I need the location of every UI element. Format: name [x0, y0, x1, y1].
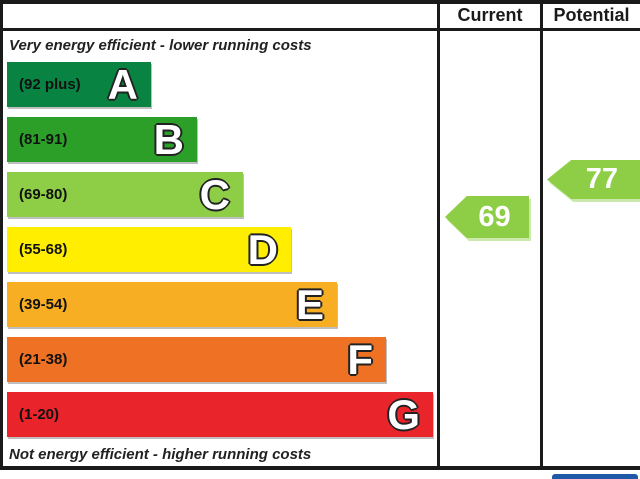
- band-row-e: (39-54) E: [7, 281, 337, 328]
- band-letter: B: [153, 116, 184, 163]
- current-rating-arrow: 69: [445, 196, 529, 238]
- band-row-d: (55-68) D: [7, 226, 291, 273]
- band-row-b: (81-91) B: [7, 116, 197, 163]
- potential-column-divider: [540, 0, 543, 470]
- band-letter: G: [387, 391, 420, 438]
- band-row-g: (1-20) G: [7, 391, 433, 438]
- potential-rating-value: 77: [585, 163, 618, 195]
- header-separator-line: [0, 28, 640, 31]
- band-row-c: (69-80) C: [7, 171, 243, 218]
- table-top-border: [0, 0, 640, 4]
- band-letter: D: [247, 226, 278, 273]
- partial-blue-box: [552, 474, 638, 479]
- table-left-border: [0, 0, 3, 470]
- band-row-f: (21-38) F: [7, 336, 386, 383]
- top-caption: Very energy efficient - lower running co…: [9, 37, 312, 54]
- band-letter: A: [107, 61, 138, 108]
- band-letter: F: [347, 336, 373, 383]
- band-range-label: (1-20): [19, 406, 60, 423]
- band-range-label: (92 plus): [19, 76, 81, 93]
- band-range-label: (55-68): [19, 241, 68, 258]
- left-arrow-icon: 69: [445, 196, 529, 238]
- band-row-a: (92 plus) A: [7, 61, 151, 108]
- left-arrow-icon: 77: [547, 160, 640, 199]
- band-range-label: (39-54): [19, 296, 68, 313]
- band-range-label: (69-80): [19, 186, 68, 203]
- current-column-divider: [437, 0, 440, 470]
- current-rating-value: 69: [478, 200, 511, 233]
- potential-column-header: Potential: [553, 5, 630, 25]
- table-bottom-border: [0, 466, 640, 470]
- bottom-caption: Not energy efficient - higher running co…: [9, 446, 312, 463]
- current-column-header: Current: [457, 5, 523, 25]
- potential-rating-arrow: 77: [547, 160, 640, 199]
- band-range-label: (21-38): [19, 351, 68, 368]
- band-letter: C: [199, 171, 230, 218]
- band-letter: E: [295, 281, 324, 328]
- band-range-label: (81-91): [19, 131, 68, 148]
